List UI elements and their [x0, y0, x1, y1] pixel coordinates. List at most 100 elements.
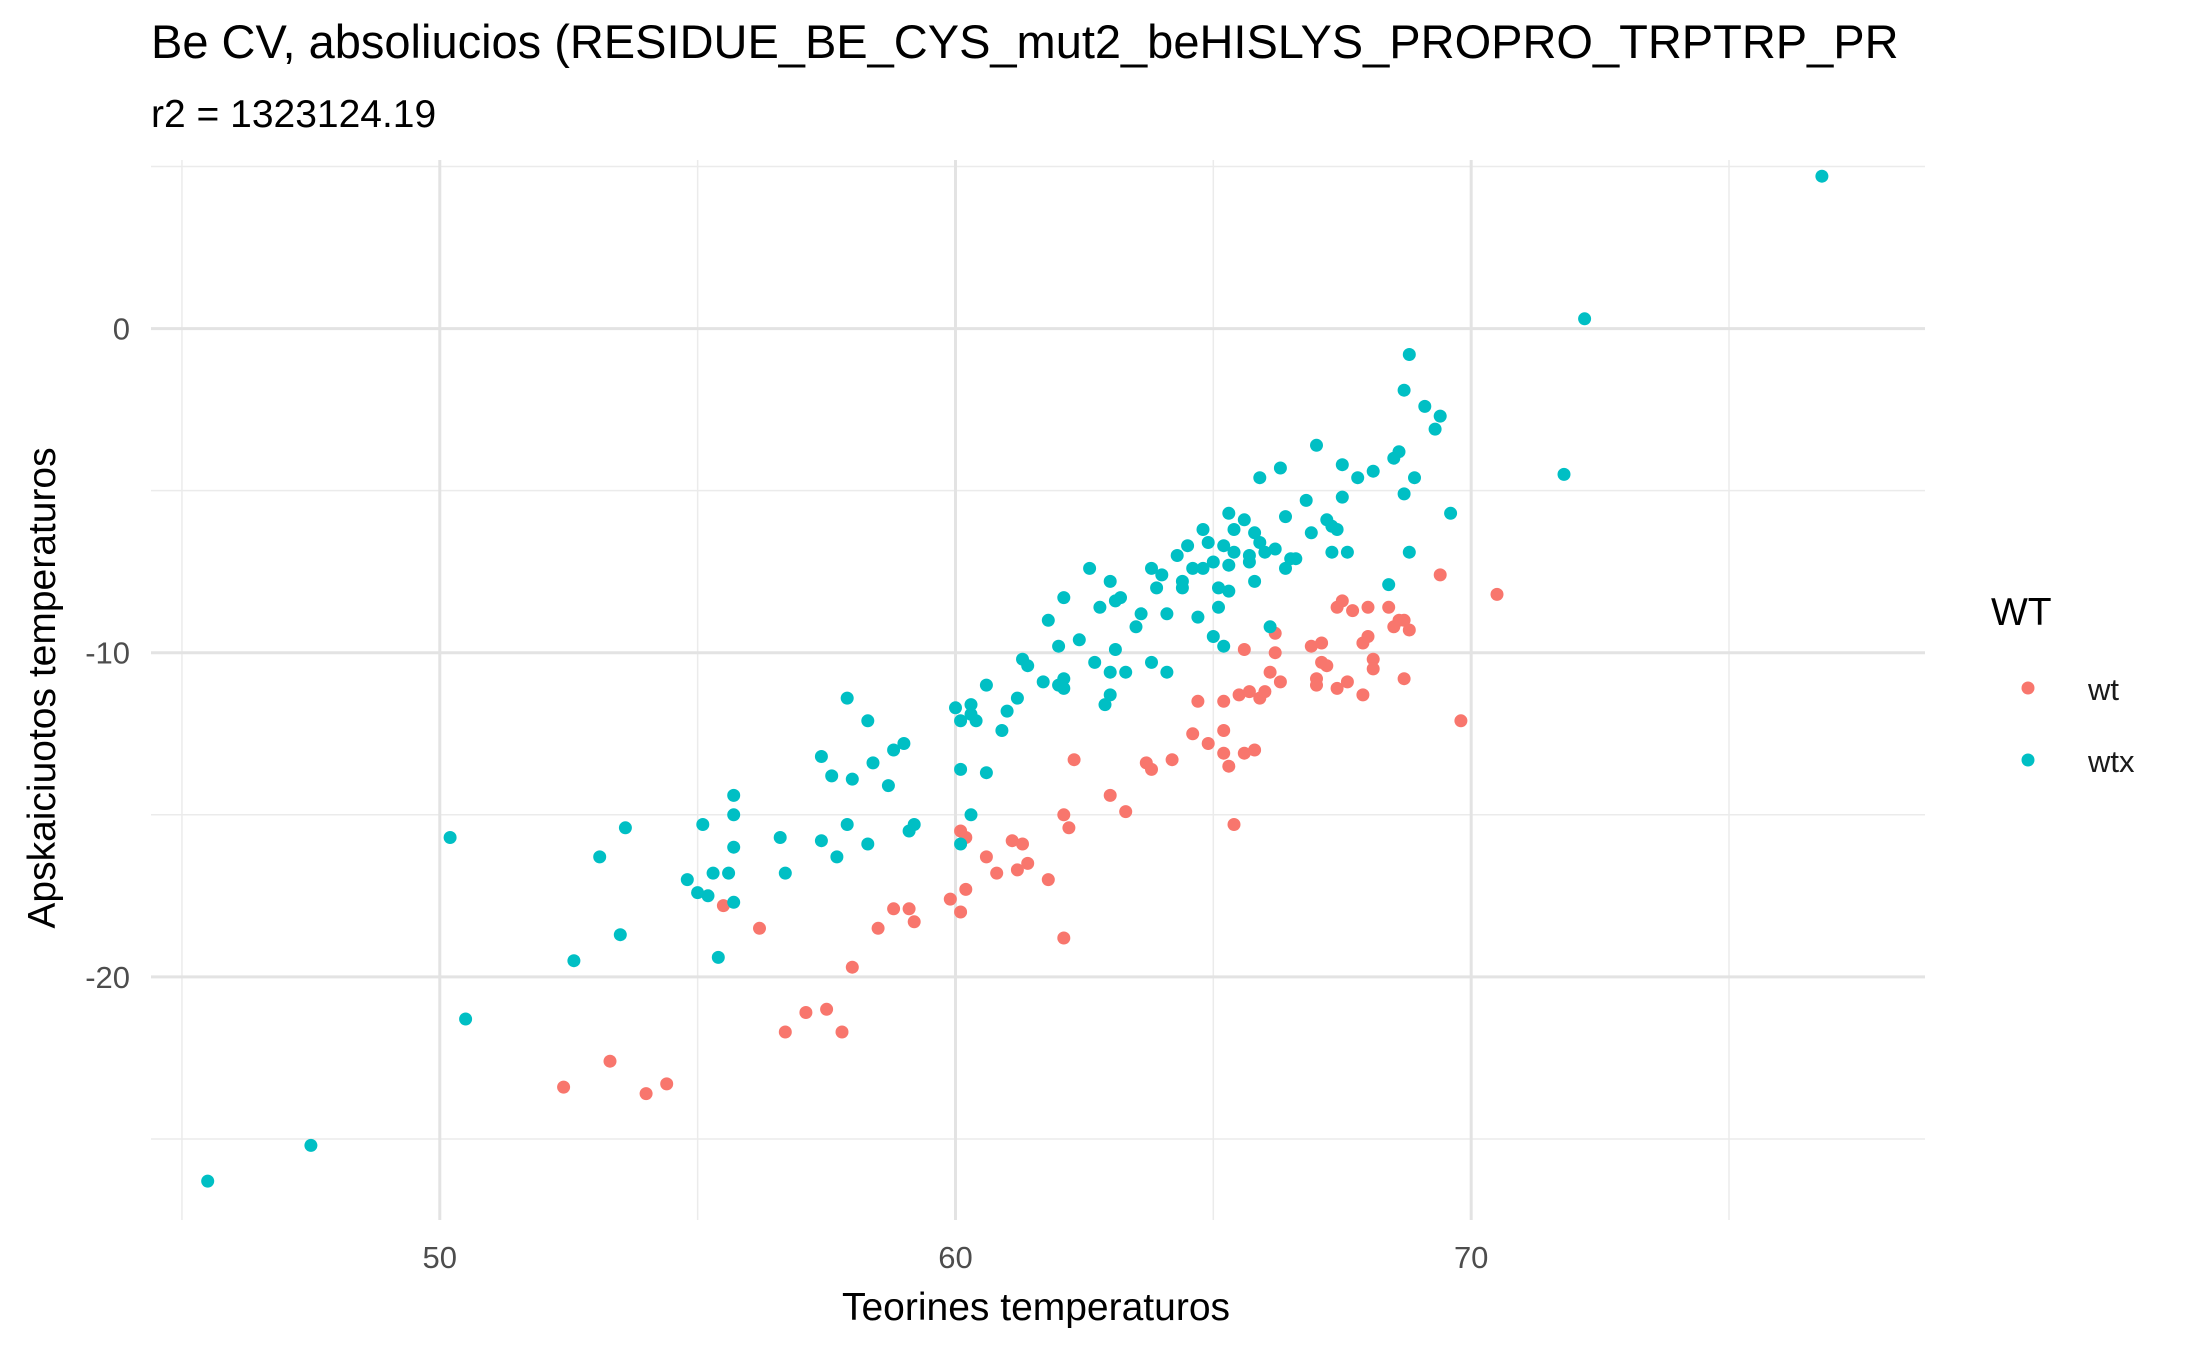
data-point-wtx	[1206, 555, 1220, 569]
data-point-wtx	[680, 873, 694, 887]
data-point-wtx	[954, 714, 968, 728]
data-point-wtx	[1052, 639, 1066, 653]
data-point-wt	[1041, 873, 1055, 887]
data-point-wtx	[1273, 461, 1287, 475]
data-point-wtx	[1253, 536, 1267, 549]
data-point-wtx	[201, 1174, 215, 1188]
data-point-wtx	[711, 950, 725, 964]
data-point-wtx	[1093, 600, 1107, 614]
data-point-wt	[778, 1025, 792, 1039]
data-point-wt	[1232, 688, 1246, 702]
data-point-wtx	[1160, 607, 1174, 621]
data-point-wt	[1222, 759, 1236, 773]
data-point-wtx	[1815, 169, 1829, 183]
data-point-wtx	[964, 698, 978, 712]
data-point-wtx	[1222, 558, 1236, 572]
data-point-wtx	[861, 714, 875, 728]
data-point-wtx	[897, 737, 911, 750]
data-point-wtx	[1299, 493, 1313, 507]
data-point-wtx	[773, 831, 787, 844]
data-point-wtx	[1237, 513, 1251, 527]
data-point-wt	[907, 915, 921, 929]
data-point-wtx	[1433, 409, 1447, 423]
data-point-wt	[1217, 694, 1231, 708]
data-point-wtx	[701, 889, 715, 903]
data-point-wtx	[1036, 675, 1050, 689]
data-point-wtx	[1155, 568, 1169, 582]
data-point-wt	[1016, 837, 1029, 851]
data-point-wtx	[1021, 659, 1035, 673]
data-point-wtx	[1258, 545, 1272, 559]
data-point-wtx	[1196, 523, 1210, 536]
data-points	[201, 169, 1829, 1188]
data-point-wtx	[1408, 471, 1421, 485]
data-point-wtx	[1212, 600, 1225, 614]
data-point-wtx	[1103, 688, 1117, 702]
data-point-wt	[1021, 856, 1035, 870]
data-point-wtx	[1253, 471, 1267, 485]
data-point-wt	[1320, 659, 1334, 673]
data-point-wtx	[1186, 561, 1200, 575]
data-point-wt	[1402, 623, 1416, 637]
data-point-wt	[1361, 630, 1375, 643]
data-point-wt	[1145, 762, 1158, 776]
data-point-wtx	[1402, 348, 1416, 361]
data-point-wtx	[459, 1012, 473, 1026]
data-point-wt	[1382, 600, 1396, 614]
data-point-wt	[1366, 662, 1380, 676]
data-point-wtx	[814, 834, 828, 848]
data-point-wt	[1103, 788, 1117, 802]
data-point-wtx	[1191, 610, 1205, 624]
data-point-wt	[1346, 604, 1360, 618]
data-point-wtx	[1000, 704, 1014, 718]
data-point-wt	[1310, 678, 1323, 692]
legend-label-wtx: wtx	[2087, 744, 2135, 779]
data-point-wtx	[1103, 665, 1117, 679]
data-point-wt	[1490, 587, 1504, 601]
data-point-wt	[1165, 753, 1179, 767]
data-point-wtx	[1083, 561, 1097, 575]
data-point-wtx	[830, 850, 844, 864]
data-point-wtx	[979, 766, 993, 780]
data-point-wt	[1062, 821, 1076, 835]
data-point-wtx	[613, 928, 627, 942]
data-point-wtx	[995, 724, 1009, 737]
data-point-wt	[1119, 805, 1133, 819]
data-point-wtx	[825, 769, 839, 783]
data-point-wt	[557, 1080, 571, 1094]
data-point-wtx	[866, 756, 880, 770]
data-point-wtx	[1397, 383, 1411, 397]
data-point-wtx	[954, 837, 968, 851]
data-point-wt	[902, 902, 916, 916]
data-point-wtx	[964, 808, 978, 822]
data-point-wtx	[696, 818, 710, 831]
data-point-wtx	[1335, 458, 1349, 472]
data-point-wtx	[727, 788, 741, 802]
data-point-wt	[820, 1002, 834, 1016]
data-point-wtx	[1444, 506, 1458, 520]
data-point-wtx	[1242, 549, 1256, 562]
data-point-wt	[954, 905, 968, 919]
data-point-wt	[1315, 636, 1329, 650]
data-point-wtx	[1304, 526, 1318, 540]
data-point-wtx	[1196, 561, 1210, 575]
data-point-wtx	[1201, 536, 1215, 549]
data-point-wt	[753, 921, 766, 935]
data-point-wtx	[1557, 467, 1571, 481]
data-point-wtx	[691, 886, 705, 900]
data-point-wtx	[1325, 545, 1339, 559]
data-point-wt	[1057, 931, 1071, 945]
data-point-wtx	[845, 772, 859, 786]
axis-ticks: 50 60 70 0 -10 -20	[85, 312, 1488, 1275]
data-point-wt	[603, 1054, 617, 1068]
legend: WT wt wtx	[1991, 591, 2135, 779]
data-point-wtx	[1289, 552, 1303, 566]
data-point-wtx	[1160, 665, 1174, 679]
data-point-wtx	[727, 808, 741, 822]
data-point-wtx	[949, 701, 962, 715]
data-point-wtx	[979, 678, 993, 692]
data-point-wt	[1335, 594, 1349, 608]
legend-label-wt: wt	[2087, 672, 2119, 707]
data-point-wt	[1217, 746, 1231, 760]
